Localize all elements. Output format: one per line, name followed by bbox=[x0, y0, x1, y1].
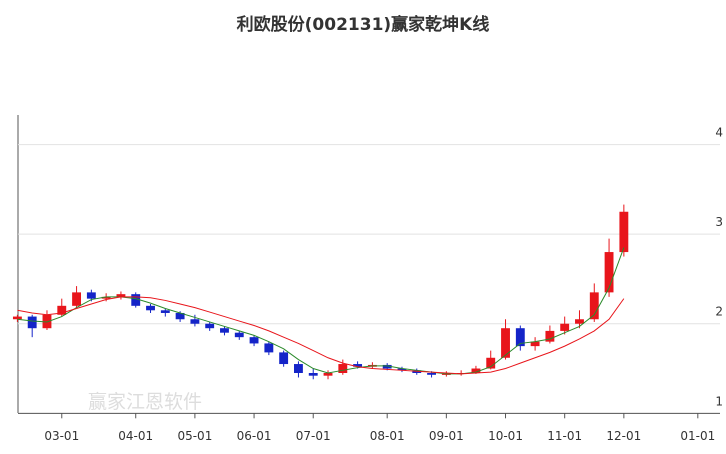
candle-body bbox=[146, 305, 155, 311]
candle-body bbox=[131, 294, 141, 306]
candle-body bbox=[294, 364, 303, 373]
candle-body bbox=[471, 368, 481, 373]
x-tick-label: 05-01 bbox=[177, 429, 212, 443]
x-tick-label: 06-01 bbox=[237, 429, 272, 443]
candle-body bbox=[560, 323, 570, 331]
candle-body bbox=[279, 352, 289, 365]
candle-body bbox=[160, 310, 170, 313]
candle-body bbox=[175, 312, 185, 320]
candle-body bbox=[234, 332, 244, 338]
chart-title: 利欧股份(002131)赢家乾坤K线 bbox=[237, 14, 490, 35]
candle-body bbox=[27, 316, 37, 329]
candle-body bbox=[382, 364, 392, 369]
y-tick-label: 4 bbox=[715, 126, 723, 140]
x-tick-label: 08-01 bbox=[370, 429, 405, 443]
x-tick-label: 11-01 bbox=[547, 429, 582, 443]
candle-body bbox=[619, 211, 629, 253]
y-tick-label: 2 bbox=[715, 305, 723, 319]
candle-body bbox=[427, 373, 436, 375]
candle-body bbox=[86, 292, 96, 299]
candle-body bbox=[397, 368, 407, 371]
x-tick-label: 10-01 bbox=[488, 429, 523, 443]
x-tick-label: 03-01 bbox=[44, 429, 79, 443]
y-tick-label: 1 bbox=[715, 394, 723, 408]
candle-body bbox=[486, 357, 496, 369]
x-tick-label: 12-01 bbox=[606, 429, 641, 443]
candle-body bbox=[190, 319, 200, 324]
candle-body bbox=[545, 330, 555, 342]
candle-body bbox=[72, 292, 81, 306]
candle-body bbox=[264, 343, 274, 353]
candle-body bbox=[220, 328, 229, 333]
x-tick-label: 04-01 bbox=[118, 429, 153, 443]
candle-body bbox=[12, 316, 22, 320]
x-tick-label: 01-01 bbox=[680, 429, 715, 443]
candle-body bbox=[249, 337, 259, 344]
candle-body bbox=[575, 319, 584, 324]
y-tick-label: 3 bbox=[715, 215, 723, 229]
candle-body bbox=[57, 305, 67, 315]
moving-average-line bbox=[17, 247, 625, 375]
candle-body bbox=[589, 292, 599, 320]
candle-body bbox=[530, 341, 540, 347]
candle-body bbox=[338, 364, 348, 373]
moving-average-line bbox=[17, 296, 625, 375]
candle-body bbox=[604, 252, 614, 293]
candle-body bbox=[353, 364, 363, 367]
candle-body bbox=[205, 323, 215, 329]
candle-body bbox=[116, 294, 126, 297]
candle-body bbox=[515, 328, 525, 347]
x-tick-label: 07-01 bbox=[296, 429, 331, 443]
candle-body bbox=[323, 373, 333, 376]
watermark: 赢家江恩软件 bbox=[88, 391, 202, 413]
candle-body bbox=[101, 296, 111, 299]
candle-body bbox=[501, 328, 510, 358]
candle-body bbox=[308, 373, 318, 376]
x-tick-label: 09-01 bbox=[429, 429, 464, 443]
